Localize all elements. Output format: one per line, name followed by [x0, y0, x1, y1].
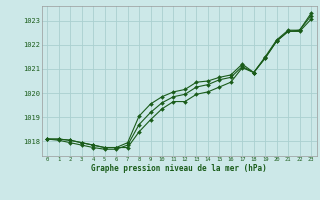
X-axis label: Graphe pression niveau de la mer (hPa): Graphe pression niveau de la mer (hPa)	[91, 164, 267, 173]
